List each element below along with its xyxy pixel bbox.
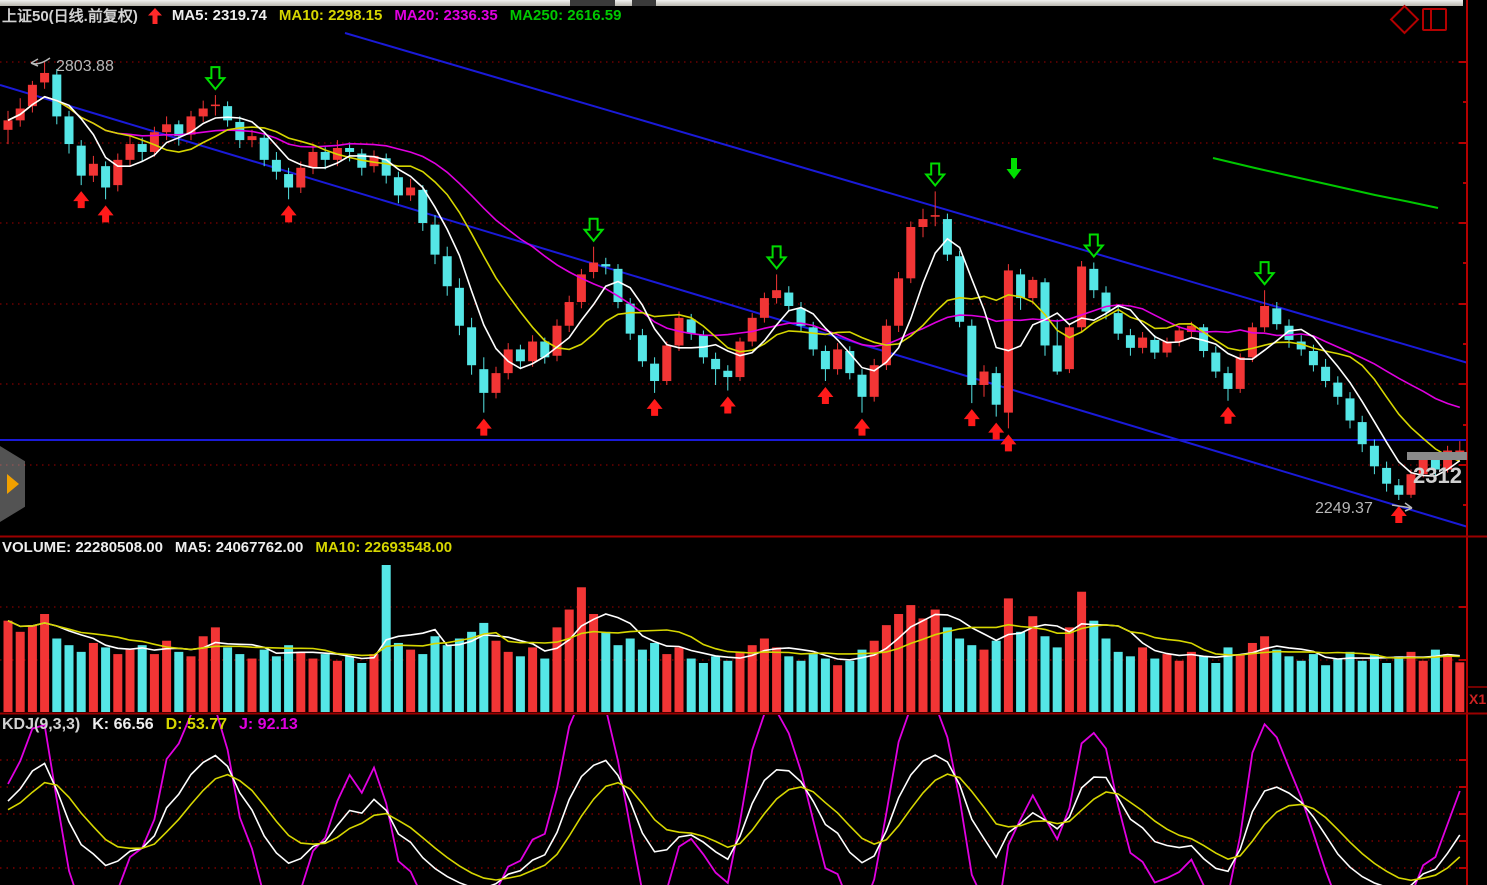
window-corner-icons xyxy=(1394,8,1447,31)
trade-signal-arrows xyxy=(73,67,1407,523)
volume-value: VOLUME: 22280508.00 xyxy=(2,539,163,556)
high-price-arrow-icon xyxy=(31,58,50,66)
volume-pane-header: VOLUME: 22280508.00 MA5: 24067762.00 MA1… xyxy=(2,539,452,556)
kdj-d-value: D: 53.77 xyxy=(166,716,227,734)
low-price-label: 2249.37 xyxy=(1315,500,1373,517)
kdj-k-value: K: 66.56 xyxy=(92,716,153,734)
diamond-icon[interactable] xyxy=(1390,5,1420,35)
kdj-indicator-name: KDJ(9,3,3) xyxy=(2,716,80,734)
last-price-marker-bar xyxy=(1407,452,1467,460)
scroll-right-triangle-icon xyxy=(7,474,19,494)
up-arrow-icon xyxy=(148,8,162,24)
drawn-trendlines xyxy=(0,33,1468,527)
kdj-pane-header: KDJ(9,3,3) K: 66.56 D: 53.77 J: 92.13 xyxy=(2,716,298,734)
candlestick-series xyxy=(4,62,1465,500)
ma10-value: MA10: 2298.15 xyxy=(279,7,382,24)
stock-app-window: 2803.88 2249.37 2312 X1 上证50(日线.前复权) MA5… xyxy=(0,0,1487,885)
ma20-value: MA20: 2336.35 xyxy=(394,7,497,24)
volume-unit-label: X1 xyxy=(1469,691,1486,707)
ma5-value: MA5: 2319.74 xyxy=(172,7,267,24)
symbol-title: 上证50(日线.前复权) xyxy=(2,5,138,26)
high-price-label: 2803.88 xyxy=(56,58,114,75)
titlebar-notch xyxy=(570,0,615,6)
volume-ma5-value: MA5: 24067762.00 xyxy=(175,539,303,556)
last-price-label: 2312 xyxy=(1413,463,1462,488)
ma250-value: MA250: 2616.59 xyxy=(510,7,622,24)
kdj-j-value: J: 92.13 xyxy=(239,716,298,734)
volume-pane xyxy=(0,565,1467,712)
split-window-divider xyxy=(1430,10,1432,29)
price-pane-header: 上证50(日线.前复权) MA5: 2319.74 MA10: 2298.15 … xyxy=(2,5,621,26)
titlebar-notch xyxy=(632,0,656,6)
chart-area[interactable]: 2803.88 2249.37 2312 X1 xyxy=(0,0,1487,885)
split-window-icon[interactable] xyxy=(1422,8,1447,31)
volume-ma10-value: MA10: 22693548.00 xyxy=(315,539,452,556)
window-titlebar-sliver xyxy=(0,0,1463,6)
